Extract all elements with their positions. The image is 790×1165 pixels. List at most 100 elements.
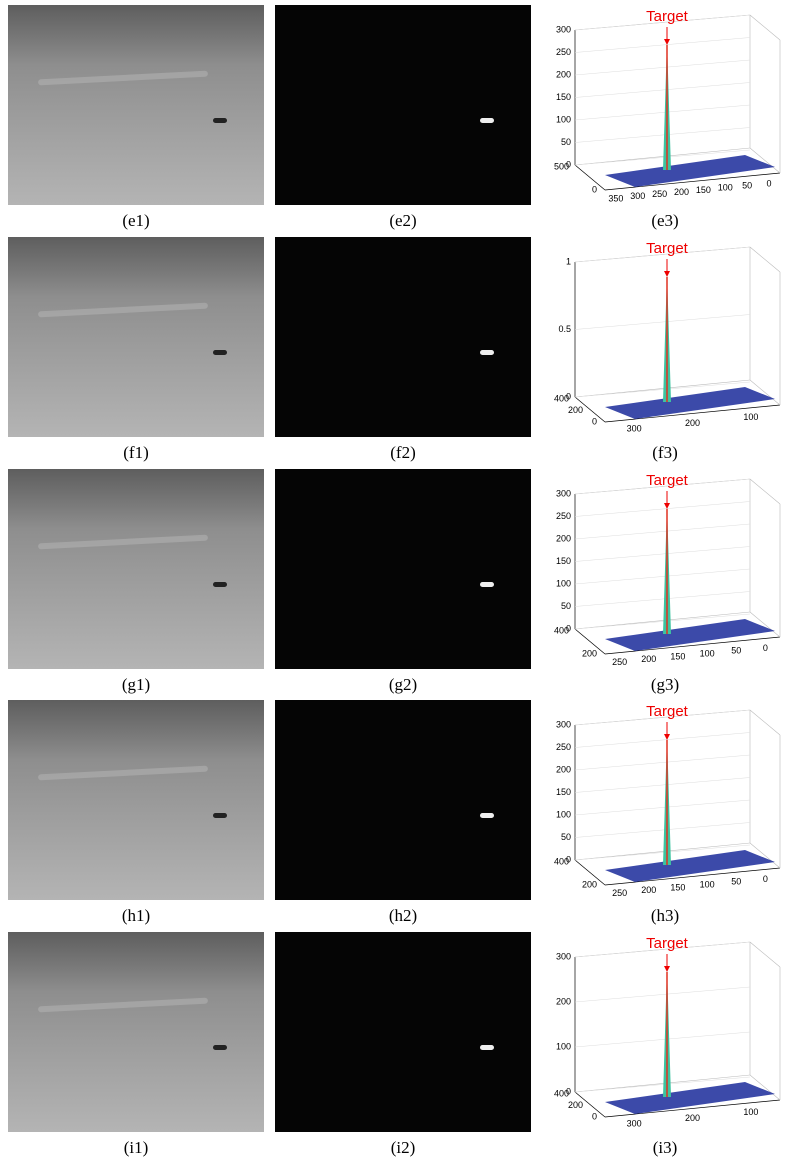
grid-line — [574, 381, 751, 398]
grid-line — [574, 1031, 751, 1048]
caption: (g2) — [388, 675, 418, 694]
grid-line — [574, 127, 751, 143]
z-tick-label: 0 — [566, 159, 571, 169]
x-tick-label: 100 — [718, 183, 733, 193]
annotation: Target — [646, 472, 689, 489]
z-tick-label: 0 — [566, 623, 571, 633]
x-tick-label: 200 — [641, 885, 656, 895]
target — [213, 813, 227, 818]
z-tick-label: 100 — [556, 809, 571, 819]
surface-plot: 0 50 100 150 200 250 300 400 200 250 200 150 100 50 0 T… — [554, 703, 781, 898]
saliency-map — [275, 700, 531, 900]
x-tick-label: 0 — [763, 874, 768, 884]
z-tick-label: 50 — [561, 137, 571, 147]
grid-line — [574, 379, 751, 398]
caption: (e1) — [122, 211, 150, 230]
infrared-image — [8, 5, 264, 205]
grid-line — [749, 246, 781, 273]
figure-row: (i1) (i2) (i3) 0 100 200 300 400 200 0 300 200 100 Ta… — [0, 932, 790, 1164]
grid-line — [574, 1076, 751, 1093]
target — [480, 1045, 494, 1050]
annotation: Target — [646, 935, 689, 952]
x-tick-label: 150 — [670, 651, 685, 661]
grid-line — [574, 591, 751, 607]
figure-row: (h1) (h2) (h3) 0 50 100 150 200 250 300 400 200 250 2… — [0, 700, 790, 932]
axis-line — [604, 1099, 781, 1118]
y-tick-label: 0 — [592, 416, 597, 426]
z-tick-label: 0.5 — [558, 324, 571, 334]
x-tick-label: 50 — [731, 646, 741, 656]
y-tick-label: 500 — [554, 161, 569, 171]
grid-line — [749, 379, 781, 406]
grid-line — [574, 104, 751, 121]
grid-line — [749, 842, 781, 869]
target — [213, 350, 227, 355]
saliency-map — [275, 5, 531, 205]
x-tick-label: 150 — [670, 882, 685, 892]
x-tick-label: 350 — [608, 193, 623, 203]
x-tick-label: 250 — [612, 888, 627, 898]
target — [213, 1045, 227, 1050]
x-tick-label: 50 — [731, 877, 741, 887]
caption: (h1) — [121, 906, 151, 925]
grid-line — [749, 147, 781, 174]
caption: (g3) — [650, 675, 680, 694]
axis-line — [574, 164, 606, 191]
target — [480, 118, 494, 123]
z-tick-label: 100 — [556, 1041, 571, 1051]
x-tick-label: 300 — [627, 1119, 642, 1129]
grid-line — [749, 611, 781, 638]
y-tick-label: 200 — [568, 1100, 583, 1110]
z-tick-label: 200 — [556, 996, 571, 1006]
target — [213, 118, 227, 123]
caption: (f1) — [123, 443, 149, 462]
figure-row: (e1) (e2) (e3) 0 50 100 150 200 250 300 500 0 350 300… — [0, 5, 790, 237]
caption: (i3) — [652, 1138, 678, 1157]
target — [480, 350, 494, 355]
arrow-head — [664, 734, 670, 740]
z-tick-label: 100 — [556, 578, 571, 588]
z-tick-label: 250 — [556, 47, 571, 57]
x-tick-label: 150 — [696, 185, 711, 195]
grid-line — [574, 147, 751, 166]
grid-line — [574, 149, 751, 166]
caption: (h3) — [650, 906, 680, 925]
x-tick-label: 0 — [763, 643, 768, 653]
infrared-image — [8, 469, 264, 669]
arrow-head — [664, 503, 670, 509]
axis-line — [574, 1091, 606, 1118]
x-tick-label: 100 — [700, 879, 715, 889]
x-tick-label: 300 — [627, 424, 642, 434]
surface-floor — [605, 387, 775, 419]
x-tick-label: 300 — [630, 191, 645, 201]
surface-floor — [605, 155, 775, 187]
caption: (e2) — [389, 211, 417, 230]
z-tick-label: 150 — [556, 556, 571, 566]
grid-line — [574, 37, 751, 53]
surface-floor — [605, 1082, 775, 1114]
grid-line — [574, 501, 751, 517]
x-tick-label: 0 — [767, 178, 772, 188]
z-tick-label: 250 — [556, 742, 571, 752]
saliency-map — [275, 469, 531, 669]
grid-line — [574, 842, 751, 861]
z-tick-label: 1 — [566, 256, 571, 266]
surface-plot: 0 50 100 150 200 250 300 400 200 250 200 150 100 50 0 T… — [554, 472, 781, 667]
y-tick-label: 400 — [554, 625, 569, 635]
infrared-image — [8, 237, 264, 437]
annotation: Target — [646, 8, 689, 25]
grid-line — [749, 941, 781, 968]
grid-line — [574, 777, 751, 793]
grid-line — [574, 822, 751, 838]
grid-line — [749, 709, 781, 736]
target — [213, 582, 227, 587]
z-tick-label: 50 — [561, 601, 571, 611]
annotation: Target — [646, 240, 689, 257]
caption: (g1) — [121, 675, 151, 694]
caption: (e3) — [651, 211, 679, 230]
arrow-head — [664, 39, 670, 45]
z-tick-label: 300 — [556, 24, 571, 34]
y-tick-label: 200 — [582, 879, 597, 889]
x-tick-label: 200 — [685, 418, 700, 428]
grid-line — [574, 986, 751, 1003]
